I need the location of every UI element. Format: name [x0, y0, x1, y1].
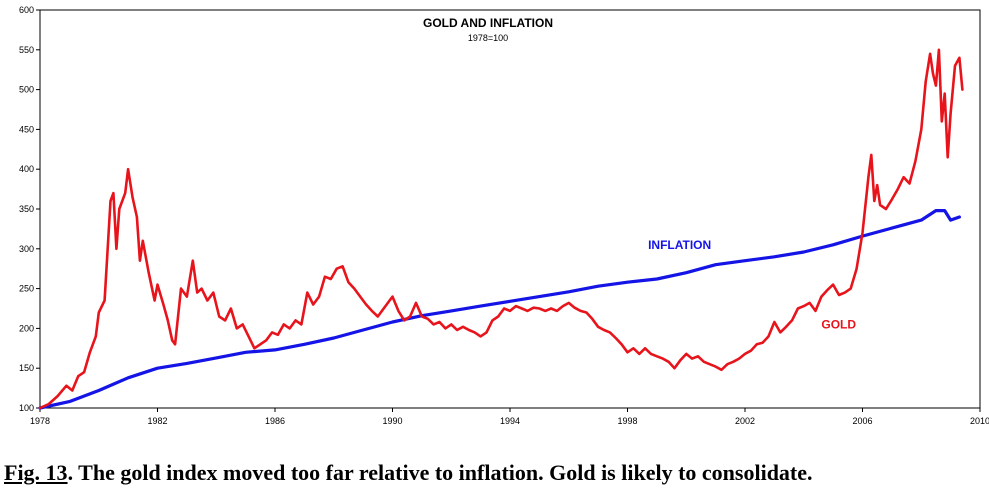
caption-text: . The gold index moved too far relative …: [67, 460, 813, 485]
x-tick-label: 1994: [500, 416, 520, 426]
x-tick-label: 1998: [617, 416, 637, 426]
y-tick-label: 100: [19, 403, 34, 413]
series-group: INFLATION GOLD: [38, 48, 964, 410]
figure-caption: Fig. 13. The gold index moved too far re…: [4, 460, 984, 486]
y-tick-label: 450: [19, 124, 34, 134]
figure-number: Fig. 13: [4, 460, 68, 485]
x-tick-label: 1986: [265, 416, 285, 426]
y-tick-label: 400: [19, 164, 34, 174]
chart-subtitle: 1978=100: [468, 33, 508, 43]
series-label-inflation: INFLATION: [648, 238, 711, 252]
series-line-gold: [38, 48, 964, 410]
y-tick-label: 200: [19, 323, 34, 333]
y-tick-label: 550: [19, 45, 34, 55]
chart-title: GOLD AND INFLATION: [423, 16, 553, 30]
y-tick-label: 600: [19, 5, 34, 15]
plot-frame: [39, 9, 981, 409]
series-line-inflation: [38, 209, 961, 410]
x-tick-label: 2002: [735, 416, 755, 426]
x-tick-label: 1990: [382, 416, 402, 426]
y-tick-label: 500: [19, 85, 34, 95]
y-tick-label: 300: [19, 244, 34, 254]
y-tick-label: 350: [19, 204, 34, 214]
series-label-gold: GOLD: [821, 317, 856, 331]
x-tick-label: 1978: [30, 416, 50, 426]
x-axis-ticks: 1978 1982 1986 1990 1994 1998 2002 2006 2010: [30, 408, 989, 426]
y-tick-label: 150: [19, 363, 34, 373]
x-tick-label: 1982: [147, 416, 167, 426]
x-tick-label: 2010: [970, 416, 989, 426]
y-axis-ticks: 100 150 200 250 300 350 400 450 500 550 600: [19, 5, 40, 413]
y-tick-label: 250: [19, 284, 34, 294]
x-tick-label: 2006: [852, 416, 872, 426]
